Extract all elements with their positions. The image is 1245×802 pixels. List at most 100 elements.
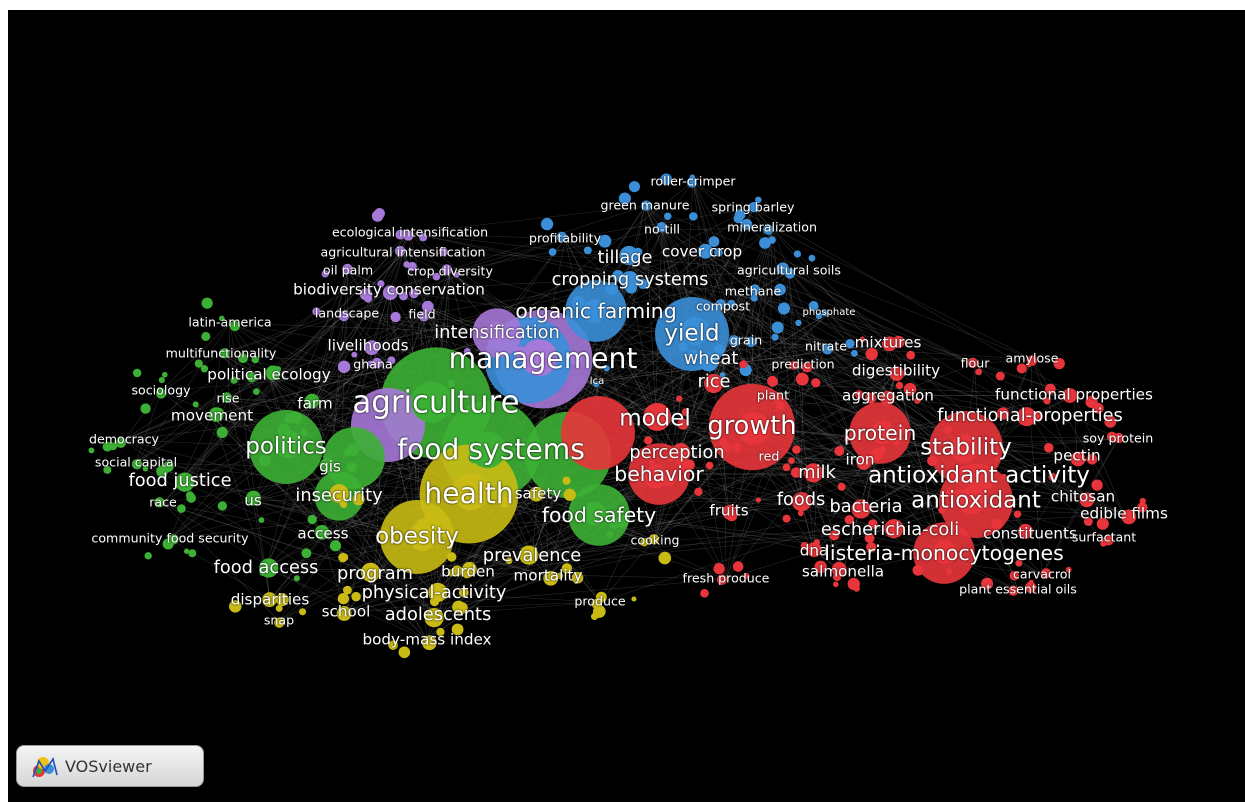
minor-node[interactable] <box>814 560 827 574</box>
term-label[interactable]: obesity <box>375 523 459 550</box>
minor-node[interactable] <box>663 474 675 487</box>
minor-node[interactable] <box>395 229 406 240</box>
minor-node[interactable] <box>644 436 653 445</box>
term-node[interactable] <box>681 317 710 346</box>
term-label[interactable]: food access <box>213 557 319 579</box>
term-node[interactable] <box>582 501 607 526</box>
minor-node[interactable] <box>156 465 168 478</box>
minor-node[interactable] <box>938 506 946 514</box>
term-label[interactable]: food safety <box>541 502 657 527</box>
term-label[interactable]: organic farming <box>515 298 677 323</box>
minor-node[interactable] <box>447 569 456 577</box>
term-node[interactable] <box>831 561 847 577</box>
minor-node[interactable] <box>194 359 203 368</box>
minor-node[interactable] <box>216 426 228 439</box>
minor-node[interactable] <box>837 482 846 491</box>
minor-node[interactable] <box>103 465 112 474</box>
term-node[interactable] <box>1008 585 1019 596</box>
minor-node[interactable] <box>768 236 776 244</box>
minor-node[interactable] <box>377 280 385 288</box>
network-visualization[interactable]: roller-crimper green manure spring barley m… <box>8 10 1245 802</box>
minor-node[interactable] <box>217 501 228 511</box>
term-label[interactable]: yield <box>664 320 720 347</box>
minor-node[interactable] <box>595 591 607 603</box>
term-label[interactable]: salmonella <box>801 562 885 581</box>
term-node[interactable] <box>648 534 659 545</box>
minor-node[interactable] <box>259 568 268 577</box>
term-node[interactable] <box>520 339 558 377</box>
minor-node[interactable] <box>658 551 672 565</box>
term-label[interactable]: compost <box>695 298 751 314</box>
minor-node[interactable] <box>338 552 348 563</box>
term-label[interactable]: methane <box>724 283 782 299</box>
term-label[interactable]: rise <box>216 390 240 406</box>
term-label[interactable]: multifunctionality <box>165 345 277 361</box>
term-label[interactable]: antioxidant activity <box>868 462 1090 489</box>
term-node[interactable] <box>950 434 979 463</box>
minor-node[interactable] <box>603 365 610 372</box>
term-node[interactable] <box>643 402 672 431</box>
minor-node[interactable] <box>758 452 768 463</box>
vosviewer-logo-button[interactable]: VOSviewer <box>16 745 204 787</box>
term-label[interactable]: carvacrol <box>1012 566 1072 582</box>
minor-node[interactable] <box>486 438 497 450</box>
term-node[interactable] <box>671 443 691 463</box>
minor-node[interactable] <box>478 328 490 340</box>
term-node[interactable] <box>1040 568 1052 579</box>
minor-node[interactable] <box>258 517 265 523</box>
minor-node[interactable] <box>237 353 248 364</box>
minor-node[interactable] <box>995 371 1005 381</box>
term-label[interactable]: roller-crimper <box>650 173 736 189</box>
minor-node[interactable] <box>668 456 675 462</box>
term-label[interactable]: intensification <box>434 322 560 344</box>
minor-node[interactable] <box>1048 472 1057 482</box>
minor-node[interactable] <box>218 315 225 322</box>
minor-node[interactable] <box>416 518 430 532</box>
minor-node[interactable] <box>975 368 983 376</box>
term-label[interactable]: stability <box>920 434 1012 461</box>
term-node[interactable] <box>821 310 828 317</box>
minor-node[interactable] <box>230 376 238 384</box>
term-label[interactable]: bacteria <box>829 496 903 518</box>
term-node[interactable] <box>131 459 143 470</box>
minor-node[interactable] <box>161 371 168 378</box>
minor-node[interactable] <box>689 174 696 180</box>
term-node[interactable] <box>424 608 444 628</box>
term-label[interactable]: escherichia-coli <box>820 519 960 541</box>
minor-node[interactable] <box>678 342 688 352</box>
term-label[interactable]: body-mass index <box>362 630 492 649</box>
minor-node[interactable] <box>561 563 573 574</box>
minor-node[interactable] <box>991 518 1003 531</box>
term-node[interactable] <box>336 606 352 621</box>
minor-node[interactable] <box>446 552 457 562</box>
minor-node[interactable] <box>201 297 213 309</box>
term-label[interactable]: safety <box>514 484 562 503</box>
minor-node[interactable] <box>790 467 802 478</box>
minor-node[interactable] <box>834 446 845 456</box>
minor-node[interactable] <box>183 548 190 554</box>
minor-node[interactable] <box>795 319 802 327</box>
term-node[interactable] <box>382 285 398 301</box>
minor-node[interactable] <box>912 564 924 576</box>
term-node[interactable] <box>246 490 261 506</box>
minor-node[interactable] <box>943 425 952 434</box>
minor-node[interactable] <box>583 246 592 255</box>
minor-node[interactable] <box>177 504 186 513</box>
term-label[interactable]: mixtures <box>854 333 922 352</box>
term-node[interactable] <box>884 519 904 539</box>
minor-node[interactable] <box>346 443 360 456</box>
term-node[interactable] <box>155 388 167 399</box>
minor-node[interactable] <box>780 304 787 311</box>
minor-node[interactable] <box>346 462 357 473</box>
term-label[interactable]: field <box>408 306 436 322</box>
term-label[interactable]: soy protein <box>1082 430 1154 446</box>
minor-node[interactable] <box>1013 510 1022 518</box>
minor-node[interactable] <box>743 573 750 580</box>
minor-node[interactable] <box>864 533 875 544</box>
minor-node[interactable] <box>456 602 468 614</box>
minor-node[interactable] <box>955 489 964 498</box>
term-node[interactable] <box>932 540 957 564</box>
minor-node[interactable] <box>560 362 568 370</box>
term-label[interactable]: profitability <box>528 230 602 246</box>
term-node[interactable] <box>801 362 813 373</box>
